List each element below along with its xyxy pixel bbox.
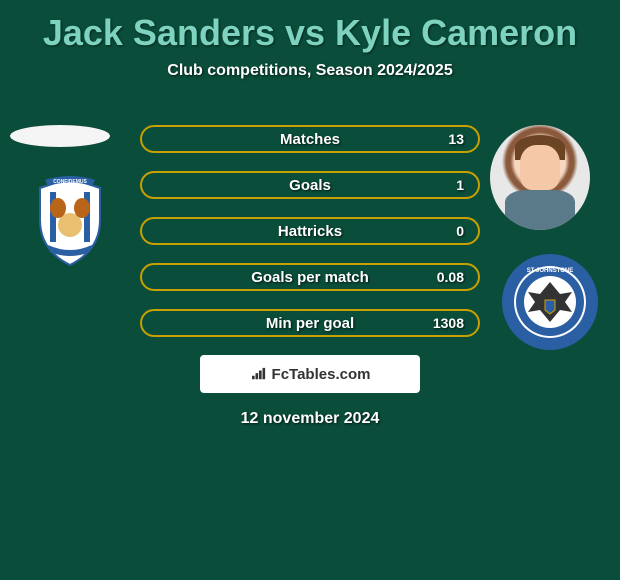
stat-value: 1308 <box>433 315 464 331</box>
stat-label: Matches <box>280 131 340 148</box>
avatar-face <box>520 145 560 190</box>
stat-label: Goals <box>289 177 331 194</box>
branding-badge: FcTables.com <box>200 355 420 393</box>
svg-text:CONFIDEMUS: CONFIDEMUS <box>53 179 87 185</box>
page-title: Jack Sanders vs Kyle Cameron <box>0 0 620 54</box>
branding-text: FcTables.com <box>272 366 371 383</box>
stat-label: Min per goal <box>266 315 354 332</box>
stat-value: 13 <box>448 131 464 147</box>
shield-icon: CONFIDEMUS <box>20 170 120 270</box>
stats-container: Matches 13 Goals 1 Hattricks 0 Goals per… <box>140 125 480 355</box>
crest-icon: ST JOHNSTONE <box>500 252 600 352</box>
stat-row-goals-per-match: Goals per match 0.08 <box>140 263 480 291</box>
subtitle: Club competitions, Season 2024/2025 <box>0 62 620 80</box>
stat-value: 0.08 <box>437 269 464 285</box>
stat-row-goals: Goals 1 <box>140 171 480 199</box>
player-right-avatar <box>490 125 590 230</box>
svg-text:ST JOHNSTONE: ST JOHNSTONE <box>527 268 574 274</box>
kilmarnock-crest: CONFIDEMUS <box>20 170 120 270</box>
date-label: 12 november 2024 <box>0 410 620 428</box>
chart-icon <box>250 367 268 381</box>
st-johnstone-crest: ST JOHNSTONE <box>500 252 600 352</box>
stat-label: Goals per match <box>251 269 369 286</box>
stat-label: Hattricks <box>278 223 342 240</box>
avatar-body <box>505 190 575 230</box>
stat-row-hattricks: Hattricks 0 <box>140 217 480 245</box>
stat-value: 1 <box>456 177 464 193</box>
stat-row-matches: Matches 13 <box>140 125 480 153</box>
stat-row-min-per-goal: Min per goal 1308 <box>140 309 480 337</box>
player-left-avatar-placeholder <box>10 125 110 147</box>
stat-value: 0 <box>456 223 464 239</box>
